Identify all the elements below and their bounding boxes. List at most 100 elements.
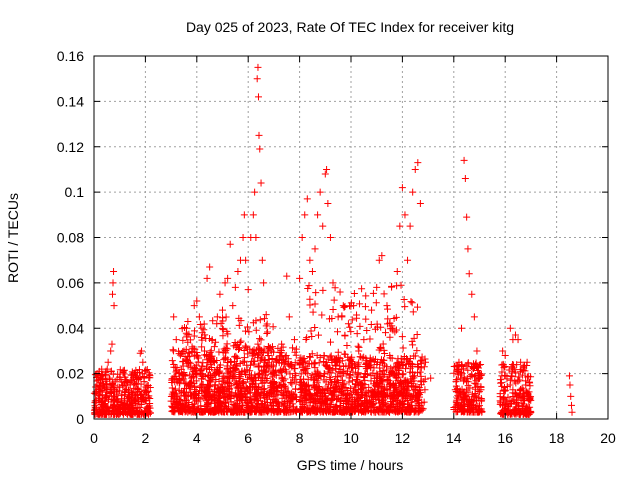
data-point xyxy=(107,404,115,412)
x-tick-label: 4 xyxy=(193,430,201,446)
data-point xyxy=(109,386,117,394)
data-point xyxy=(333,328,341,336)
data-point xyxy=(268,354,276,362)
data-point xyxy=(107,347,115,355)
data-point xyxy=(468,398,476,406)
data-point xyxy=(234,340,242,348)
data-point xyxy=(369,369,377,377)
data-point xyxy=(121,388,129,396)
data-point xyxy=(252,404,260,412)
data-point xyxy=(458,324,466,332)
data-point xyxy=(372,396,380,404)
data-point xyxy=(241,342,249,350)
data-point xyxy=(463,213,471,221)
data-point xyxy=(382,329,390,337)
data-point xyxy=(454,385,462,393)
data-point xyxy=(255,131,263,139)
data-point xyxy=(380,356,388,364)
data-point xyxy=(358,408,366,416)
data-point xyxy=(278,352,286,360)
data-point xyxy=(129,390,137,398)
data-point xyxy=(324,199,332,207)
data-point xyxy=(240,211,248,219)
data-point xyxy=(380,290,388,298)
data-point xyxy=(420,363,428,371)
data-point xyxy=(190,345,198,353)
y-axis-label: ROTI / TECUs xyxy=(5,193,21,283)
data-point xyxy=(129,375,137,383)
data-point xyxy=(241,327,249,335)
data-points xyxy=(90,63,576,418)
data-point xyxy=(223,379,231,387)
data-point xyxy=(136,410,144,418)
data-point xyxy=(177,388,185,396)
data-point xyxy=(183,324,191,332)
data-point xyxy=(204,382,212,390)
data-point xyxy=(305,386,313,394)
data-point xyxy=(417,372,425,380)
data-point xyxy=(104,358,112,366)
data-point xyxy=(206,360,214,368)
data-point xyxy=(301,211,309,219)
data-point xyxy=(169,404,177,412)
data-point xyxy=(354,369,362,377)
data-point xyxy=(393,268,401,276)
data-point xyxy=(258,256,266,264)
data-point xyxy=(346,323,354,331)
data-point xyxy=(461,175,469,183)
data-point xyxy=(339,302,347,310)
data-point xyxy=(368,399,376,407)
data-point xyxy=(521,367,529,375)
data-point xyxy=(259,349,267,357)
data-point xyxy=(391,371,399,379)
data-point xyxy=(340,303,348,311)
data-point xyxy=(185,358,193,366)
data-point xyxy=(361,376,369,384)
data-point xyxy=(355,347,363,355)
data-point xyxy=(252,234,260,241)
data-point xyxy=(211,404,219,412)
data-point xyxy=(379,340,387,348)
data-point xyxy=(471,403,479,411)
data-point xyxy=(343,342,351,350)
data-point xyxy=(458,408,466,416)
data-point xyxy=(262,322,270,330)
data-point xyxy=(302,335,310,343)
data-point xyxy=(226,240,234,248)
data-point xyxy=(292,385,300,393)
data-point xyxy=(319,408,327,416)
data-point xyxy=(411,391,419,399)
data-point xyxy=(397,378,405,386)
data-point xyxy=(347,355,355,363)
data-point xyxy=(379,378,387,386)
data-point xyxy=(231,362,239,370)
data-point xyxy=(239,402,247,410)
data-point xyxy=(351,383,359,391)
data-point xyxy=(316,188,324,196)
data-point xyxy=(302,392,310,400)
data-point xyxy=(140,374,148,382)
data-point xyxy=(263,392,271,400)
data-point xyxy=(170,313,178,321)
data-point xyxy=(319,386,327,394)
data-point xyxy=(254,63,262,71)
data-point xyxy=(396,222,404,230)
data-point xyxy=(290,336,298,344)
data-point xyxy=(375,346,383,354)
data-point xyxy=(337,388,345,396)
data-point xyxy=(235,402,243,410)
data-point xyxy=(184,338,192,346)
data-point xyxy=(390,363,398,371)
data-point xyxy=(359,399,367,407)
data-point xyxy=(182,407,190,415)
data-point xyxy=(384,376,392,384)
data-point xyxy=(501,371,509,379)
data-point xyxy=(110,302,118,310)
data-point xyxy=(243,323,251,331)
data-point xyxy=(452,378,460,386)
data-point xyxy=(328,379,336,387)
data-point xyxy=(369,289,377,297)
data-point xyxy=(101,385,109,393)
data-point xyxy=(107,398,115,406)
data-point xyxy=(387,368,395,376)
